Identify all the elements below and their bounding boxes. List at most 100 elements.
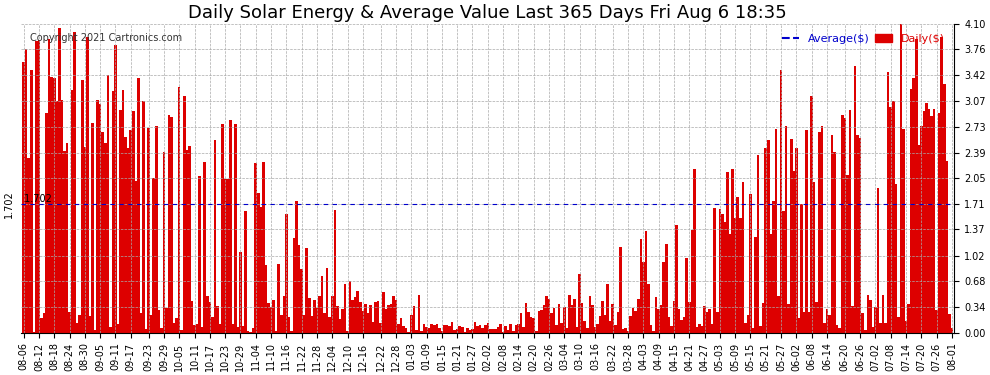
Bar [630,316,632,333]
Bar [438,328,441,333]
Bar [428,328,431,333]
Bar [185,150,188,333]
Bar [635,311,637,333]
Bar [675,225,678,333]
Bar [453,330,456,333]
Bar [240,252,242,333]
Bar [318,296,321,333]
Bar [58,28,60,333]
Bar [112,91,114,333]
Bar [413,306,415,333]
Bar [729,234,732,333]
Bar [555,325,558,333]
Bar [468,330,471,333]
Bar [369,306,372,333]
Bar [251,328,254,333]
Bar [83,147,86,333]
Bar [444,325,446,333]
Bar [232,324,234,333]
Bar [290,331,293,333]
Bar [647,284,649,333]
Bar [78,315,81,333]
Bar [331,296,334,333]
Bar [560,323,563,333]
Bar [823,323,826,333]
Bar [114,45,117,333]
Bar [665,244,667,333]
Bar [342,309,344,333]
Bar [127,147,130,333]
Bar [326,268,329,333]
Bar [25,49,28,333]
Bar [851,306,853,333]
Bar [588,296,591,333]
Bar [905,321,907,333]
Bar [703,306,706,333]
Bar [782,211,785,333]
Bar [660,306,662,333]
Bar [402,327,405,333]
Bar [466,328,468,333]
Bar [533,318,535,333]
Bar [683,317,685,333]
Bar [486,323,489,333]
Bar [701,326,703,333]
Bar [800,204,803,333]
Bar [680,320,683,333]
Bar [940,38,943,333]
Bar [649,325,652,333]
Bar [285,214,288,333]
Bar [148,128,149,333]
Bar [869,300,871,333]
Bar [933,109,936,333]
Bar [48,39,50,333]
Bar [742,182,744,333]
Bar [897,317,900,333]
Bar [53,78,55,333]
Bar [201,327,204,333]
Bar [910,89,913,333]
Bar [535,330,538,333]
Bar [474,322,476,333]
Bar [152,178,155,333]
Bar [140,313,143,333]
Bar [119,110,122,333]
Bar [617,312,619,333]
Bar [99,105,101,333]
Bar [446,325,448,333]
Bar [879,323,882,333]
Bar [149,315,152,333]
Bar [816,302,818,333]
Bar [803,312,805,333]
Bar [787,304,790,333]
Bar [841,115,843,333]
Bar [834,152,836,333]
Bar [528,312,530,333]
Bar [198,176,201,333]
Bar [336,306,339,333]
Bar [785,126,787,333]
Bar [43,313,46,333]
Bar [275,331,277,333]
Bar [627,331,630,333]
Bar [550,313,552,333]
Bar [245,211,247,333]
Bar [135,180,138,333]
Bar [50,77,53,333]
Bar [502,332,504,333]
Bar [767,140,769,333]
Bar [395,300,397,333]
Bar [262,162,264,333]
Bar [247,331,249,333]
Bar [866,296,869,333]
Bar [81,80,83,333]
Bar [280,315,282,333]
Bar [818,132,821,333]
Bar [793,171,795,333]
Bar [895,184,897,333]
Bar [938,113,940,333]
Bar [157,309,160,333]
Bar [63,152,65,333]
Bar [311,316,313,333]
Bar [224,179,227,333]
